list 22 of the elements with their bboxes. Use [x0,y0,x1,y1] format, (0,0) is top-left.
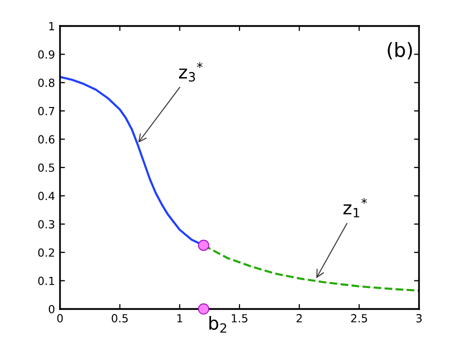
y-tick-label: 0.2 [38,248,54,257]
y-tick-label: 0 [48,304,54,314]
y-tick-label: 0.6 [38,135,54,144]
y-tick-label: 0.5 [38,163,54,172]
annotation: z$_{1}$$^{*}$ [343,198,367,218]
x-tick-label: 1 [177,314,182,322]
y-tick-label: 0.3 [38,220,54,228]
x-tick-label: 2 [296,314,302,322]
y-tick-label: 0.4 [38,192,55,200]
y-tick-label: 1 [49,22,54,30]
y-tick-label: 0.7 [38,106,54,116]
annotation: z$_{3}$$^{*}$ [179,62,203,82]
y-tick-label: 0.9 [38,50,54,59]
x-tick-label: 1.5 [232,314,248,322]
x-tick-label: 0 [57,314,63,322]
y-tick-label: 0.8 [38,78,54,87]
annotation: (b) [388,42,412,60]
annotation: b$_{2}$ [209,316,226,333]
x-tick-label: 0.5 [112,314,128,322]
y-tick-label: 0.1 [38,276,54,286]
x-tick-label: 2.5 [351,314,368,322]
x-tick-label: 3 [416,314,422,322]
